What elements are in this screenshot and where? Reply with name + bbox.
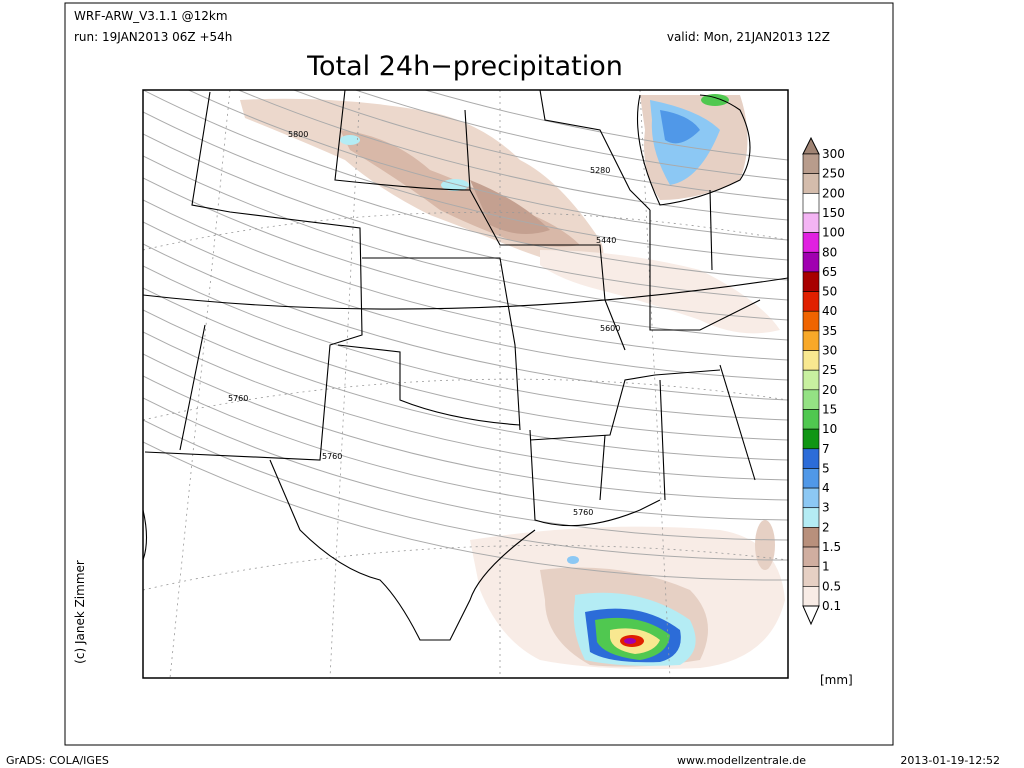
contour-line: [187, 90, 788, 241]
legend-label: 7: [822, 442, 830, 456]
contour-line: [143, 199, 788, 361]
contour-label: 5760: [322, 452, 342, 461]
contour-line: [143, 331, 788, 481]
map: 5800 5280 5440 5600 5760 5760 5760: [143, 90, 788, 678]
legend-label: 100: [822, 226, 845, 240]
legend-label: 5: [822, 461, 830, 475]
contour-line: [143, 353, 788, 501]
lat-lon-grid: [143, 90, 788, 678]
footer-center: www.modellzentrale.de: [677, 754, 806, 767]
legend-label: 150: [822, 206, 845, 220]
legend-swatch: [802, 232, 820, 253]
contour-line: [143, 441, 788, 581]
map-title: Total 24h−precipitation: [306, 51, 623, 82]
legend-label: 250: [822, 167, 845, 181]
legend-label: 20: [822, 383, 837, 397]
legend-label: 40: [822, 304, 837, 318]
legend-swatch: [802, 310, 820, 332]
contour-line: [143, 177, 788, 341]
legend-label: 4: [822, 481, 830, 495]
legend-label: 15: [822, 402, 837, 416]
legend-label: 65: [822, 265, 837, 279]
contour-line: [423, 90, 788, 161]
contour-label: 5440: [596, 236, 616, 245]
legend-label: 25: [822, 363, 837, 377]
contour-labels: 5800 5280 5440 5600 5760 5760 5760: [228, 130, 620, 517]
legend-swatch: [802, 409, 820, 430]
legend-label: 0.1: [822, 599, 841, 613]
legend-label: 1.5: [822, 540, 841, 554]
contour-label: 5760: [228, 394, 248, 403]
contour-line: [143, 90, 788, 261]
legend-swatch: [802, 546, 820, 567]
model-label: WRF-ARW_V3.1.1 @12km: [74, 9, 228, 23]
contour-label: 5760: [573, 508, 593, 517]
contour-line: [292, 90, 788, 201]
legend-label: 200: [822, 186, 845, 200]
legend-label: 30: [822, 344, 837, 358]
footer-left: GrADS: COLA/IGES: [6, 754, 109, 767]
contour-line: [143, 133, 788, 301]
legend-arrow-bottom: [802, 605, 820, 626]
legend-swatch: [802, 271, 820, 292]
legend-label: 2: [822, 520, 830, 534]
legend-label: 1: [822, 560, 830, 574]
contour-label: 5280: [590, 166, 610, 175]
legend-label: 35: [822, 324, 837, 338]
legend-swatch: [802, 251, 820, 273]
legend-label: 3: [822, 501, 830, 515]
run-label: run: 19JAN2013 06Z +54h: [74, 30, 232, 44]
legend-swatch: [802, 468, 820, 489]
legend-unit: [mm]: [820, 673, 853, 687]
legend-swatch: [802, 330, 820, 351]
borders: [143, 90, 788, 641]
legend-label: 0.5: [822, 579, 841, 593]
contour-line: [143, 397, 788, 541]
legend-swatch: [802, 586, 820, 607]
contour-label: 5600: [600, 324, 620, 333]
copyright: (c) Janek Zimmer: [73, 560, 87, 664]
legend-swatch: [802, 153, 820, 174]
legend-label: 10: [822, 422, 837, 436]
legend-swatch: [802, 173, 820, 194]
contour-line: [237, 90, 788, 221]
legend-label: 50: [822, 285, 837, 299]
legend-swatch: [802, 448, 820, 469]
contour-label: 5800: [288, 130, 308, 139]
legend-swatch: [802, 291, 820, 312]
contour-line: [143, 375, 788, 521]
contour-line: [143, 309, 788, 461]
legend-swatch: [802, 193, 820, 214]
footer-right: 2013-01-19-12:52: [900, 754, 1000, 767]
legend-swatch: [802, 507, 820, 528]
legend-swatch: [802, 566, 820, 587]
valid-label: valid: Mon, 21JAN2013 12Z: [667, 30, 830, 44]
contour-line: [143, 243, 788, 401]
legend-swatch: [802, 369, 820, 391]
legend-swatch: [802, 487, 820, 509]
legend-label: 80: [822, 245, 837, 259]
contour-line: [143, 111, 788, 281]
contour-line: [143, 419, 788, 561]
map-frame: [142, 89, 789, 679]
contour-line: [143, 155, 788, 321]
legend-swatch: [802, 527, 820, 548]
contour-line: [143, 287, 788, 441]
legend-label: 300: [822, 147, 845, 161]
legend-swatch: [802, 350, 820, 371]
precipitation: [240, 94, 785, 669]
legend-swatch: [802, 428, 820, 450]
legend-swatch: [802, 389, 820, 410]
colorbar: 300 250 200 150 100 80 65 50 40 35 30 25 20 15 10 7 5 4 3 2…: [802, 136, 845, 626]
legend-swatch: [802, 212, 820, 233]
contour-line: [354, 90, 788, 181]
